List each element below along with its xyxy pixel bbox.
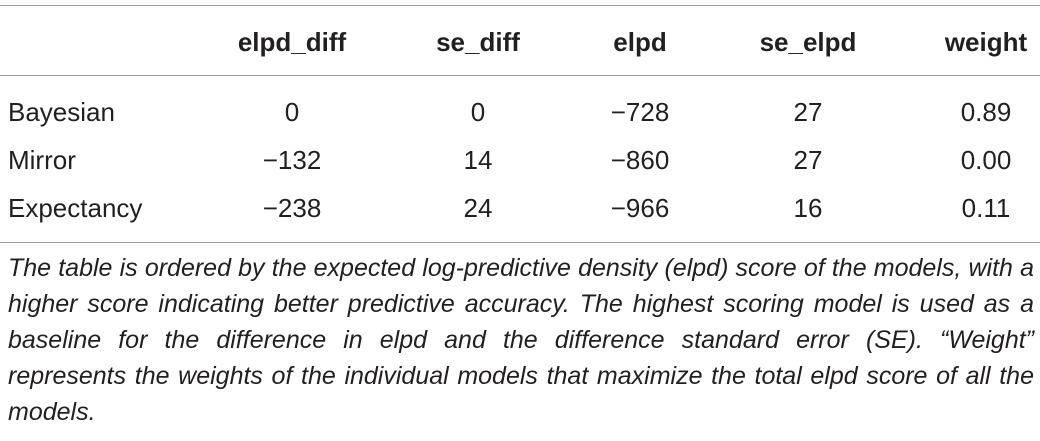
column-header: elpd bbox=[613, 27, 667, 57]
bottom-rule bbox=[0, 242, 1040, 243]
table-cell: 27 bbox=[793, 145, 823, 175]
table-cell: 0.89 bbox=[960, 97, 1012, 127]
table-cell: −966 bbox=[610, 193, 670, 223]
column-header: weight bbox=[944, 27, 1028, 57]
row-label: Bayesian bbox=[8, 97, 115, 127]
table-cell: −728 bbox=[610, 97, 670, 127]
row-label: Mirror bbox=[8, 145, 76, 175]
column-header: se_diff bbox=[436, 27, 520, 57]
table-cell: −132 bbox=[262, 145, 322, 175]
table-cell: 0.00 bbox=[960, 145, 1012, 175]
top-rule bbox=[0, 5, 1040, 6]
table-cell: 16 bbox=[793, 193, 823, 223]
header-rule bbox=[0, 75, 1040, 76]
table-cell: 24 bbox=[463, 193, 493, 223]
table-cell: −860 bbox=[610, 145, 670, 175]
table-cell: 0.11 bbox=[961, 193, 1011, 223]
row-label: Expectancy bbox=[8, 193, 143, 223]
table-cell: −238 bbox=[262, 193, 322, 223]
table-cell: 27 bbox=[793, 97, 823, 127]
column-header: elpd_diff bbox=[237, 27, 347, 57]
table-cell: 0 bbox=[284, 97, 300, 127]
column-header: se_elpd bbox=[759, 27, 857, 57]
table-cell: 0 bbox=[470, 97, 486, 127]
table-caption: The table is ordered by the expected log… bbox=[8, 254, 1034, 426]
table-cell: 14 bbox=[463, 145, 493, 175]
